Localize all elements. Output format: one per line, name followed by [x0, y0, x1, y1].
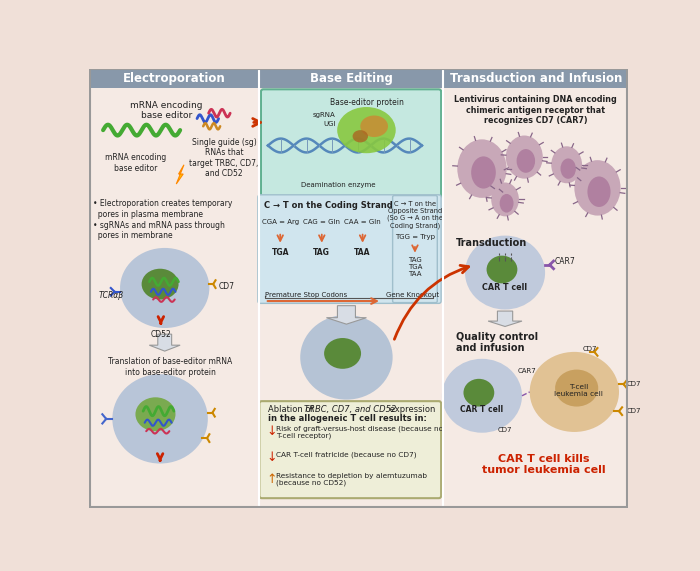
Text: Gene Knockout: Gene Knockout	[386, 292, 439, 298]
Text: CD7: CD7	[582, 345, 597, 352]
FancyBboxPatch shape	[258, 69, 444, 508]
Text: TAA: TAA	[354, 248, 371, 257]
Ellipse shape	[500, 194, 514, 212]
Text: C → T on the Coding Strand: C → T on the Coding Strand	[264, 201, 392, 210]
Text: CD7: CD7	[626, 408, 641, 414]
Ellipse shape	[442, 359, 522, 433]
Ellipse shape	[465, 236, 545, 309]
FancyBboxPatch shape	[90, 69, 258, 508]
Text: TRBC, CD7, and CD52: TRBC, CD7, and CD52	[304, 405, 396, 414]
Text: Resistance to depletion by alemtuzumab
(because no CD52): Resistance to depletion by alemtuzumab (…	[276, 473, 426, 486]
Ellipse shape	[120, 248, 209, 328]
Ellipse shape	[463, 379, 494, 407]
Text: CD7: CD7	[218, 282, 235, 291]
Text: TGA: TGA	[272, 248, 289, 257]
Text: CD52: CD52	[150, 330, 172, 339]
Text: Ablation of: Ablation of	[268, 405, 316, 414]
Ellipse shape	[486, 256, 517, 283]
Text: TGG = Tryp: TGG = Tryp	[395, 234, 435, 240]
Ellipse shape	[506, 135, 542, 179]
Text: Single guide (sg)
RNAs that
target TRBC, CD7,
and CD52: Single guide (sg) RNAs that target TRBC,…	[189, 138, 259, 178]
Polygon shape	[326, 305, 367, 324]
FancyBboxPatch shape	[444, 69, 628, 88]
Ellipse shape	[112, 374, 208, 464]
Ellipse shape	[300, 315, 393, 400]
Ellipse shape	[141, 269, 178, 300]
Text: CAR T cell kills
tumor leukemia cell: CAR T cell kills tumor leukemia cell	[482, 453, 606, 475]
Polygon shape	[488, 311, 522, 327]
Text: ↑: ↑	[266, 473, 277, 486]
Text: CAR7: CAR7	[517, 368, 536, 374]
Ellipse shape	[517, 149, 535, 173]
Ellipse shape	[530, 352, 619, 432]
Text: • sgRNAs and mRNA pass through
  pores in membrane: • sgRNAs and mRNA pass through pores in …	[93, 221, 225, 240]
Ellipse shape	[491, 183, 519, 216]
Text: TAG
TGA
TAA: TAG TGA TAA	[408, 257, 422, 277]
Text: C → T on the
Opposite Strand
(So G → A on the
Coding Strand): C → T on the Opposite Strand (So G → A o…	[387, 201, 443, 229]
Text: in the allogeneic T cell results in:: in the allogeneic T cell results in:	[268, 414, 427, 423]
Ellipse shape	[561, 159, 576, 179]
Text: mRNA encoding
base editor: mRNA encoding base editor	[130, 101, 202, 120]
Text: UGI: UGI	[323, 121, 336, 127]
Text: TCRαβ: TCRαβ	[99, 291, 124, 300]
Text: CAR T cell: CAR T cell	[482, 283, 528, 292]
Text: CAR T cell: CAR T cell	[461, 405, 503, 414]
Text: Risk of graft-versus-host disease (because no
T-cell receptor): Risk of graft-versus-host disease (becau…	[276, 425, 442, 439]
Text: Base Editing: Base Editing	[309, 71, 393, 85]
Text: CAA = Gln: CAA = Gln	[344, 219, 381, 224]
Text: CGA = Arg: CGA = Arg	[262, 219, 299, 224]
Text: ↓: ↓	[266, 451, 277, 464]
Ellipse shape	[552, 146, 582, 183]
Text: expression: expression	[387, 405, 435, 414]
Ellipse shape	[574, 160, 621, 216]
Text: Electroporation: Electroporation	[122, 71, 225, 85]
Text: Transduction and Infusion: Transduction and Infusion	[449, 71, 622, 85]
FancyBboxPatch shape	[259, 69, 443, 88]
FancyBboxPatch shape	[260, 401, 441, 498]
Text: Lentivirus containing DNA encoding
chimeric antigen receptor that
recognizes CD7: Lentivirus containing DNA encoding chime…	[454, 95, 617, 125]
Ellipse shape	[337, 107, 395, 153]
Text: CAR7: CAR7	[555, 256, 576, 266]
Ellipse shape	[324, 338, 361, 369]
Text: T-cell
leukemia cell: T-cell leukemia cell	[554, 384, 603, 397]
Text: TAG: TAG	[314, 248, 330, 257]
Ellipse shape	[353, 130, 368, 142]
Text: Quality control
and infusion: Quality control and infusion	[456, 332, 538, 353]
FancyBboxPatch shape	[444, 69, 629, 508]
Text: ↓: ↓	[266, 425, 277, 438]
Polygon shape	[176, 165, 184, 184]
Text: CD7: CD7	[626, 381, 641, 387]
Text: CAR T-cell fratricide (because no CD7): CAR T-cell fratricide (because no CD7)	[276, 451, 416, 458]
Ellipse shape	[135, 397, 176, 431]
Ellipse shape	[471, 156, 496, 188]
FancyBboxPatch shape	[393, 196, 438, 303]
Text: Transduction: Transduction	[456, 238, 527, 248]
Text: Deamination enzyme: Deamination enzyme	[301, 183, 375, 188]
Text: CAG = Gln: CAG = Gln	[303, 219, 340, 224]
Text: sgRNA: sgRNA	[313, 112, 336, 118]
FancyBboxPatch shape	[258, 195, 441, 303]
Polygon shape	[149, 334, 180, 351]
Text: Translation of base-editor mRNA
into base-editor protein: Translation of base-editor mRNA into bas…	[108, 357, 232, 377]
Ellipse shape	[457, 139, 507, 198]
FancyBboxPatch shape	[90, 69, 258, 88]
Text: mRNA encoding
base editor: mRNA encoding base editor	[105, 153, 166, 172]
Text: Premature Stop Codons: Premature Stop Codons	[265, 292, 347, 298]
Ellipse shape	[555, 369, 598, 407]
Text: • Electroporation creates temporary
  pores in plasma membrane: • Electroporation creates temporary pore…	[93, 199, 232, 219]
FancyBboxPatch shape	[261, 89, 441, 198]
Ellipse shape	[587, 176, 610, 207]
Text: CD7: CD7	[498, 428, 512, 433]
Text: Base-editor protein: Base-editor protein	[330, 98, 403, 107]
Ellipse shape	[360, 115, 388, 137]
